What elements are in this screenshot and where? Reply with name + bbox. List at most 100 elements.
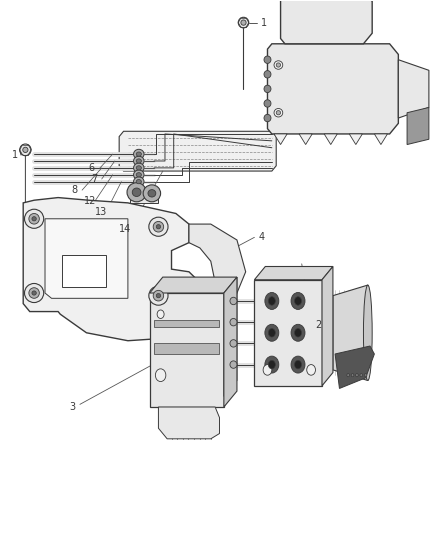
Polygon shape (374, 134, 387, 144)
Ellipse shape (29, 214, 39, 224)
Text: 2: 2 (315, 320, 321, 330)
Polygon shape (254, 266, 332, 280)
Ellipse shape (230, 361, 237, 368)
Polygon shape (273, 134, 286, 144)
Ellipse shape (153, 221, 163, 232)
Polygon shape (223, 277, 237, 397)
Text: 3: 3 (69, 402, 75, 412)
Ellipse shape (264, 293, 278, 310)
Ellipse shape (230, 318, 237, 326)
Ellipse shape (350, 374, 353, 377)
Ellipse shape (132, 188, 141, 197)
Polygon shape (130, 195, 158, 203)
Ellipse shape (306, 365, 315, 375)
Text: 4: 4 (258, 232, 264, 243)
Ellipse shape (153, 290, 163, 301)
Polygon shape (23, 198, 199, 341)
Ellipse shape (136, 152, 141, 156)
Polygon shape (267, 44, 397, 134)
Ellipse shape (143, 185, 160, 202)
Ellipse shape (133, 170, 144, 180)
Polygon shape (334, 346, 374, 389)
Ellipse shape (264, 324, 278, 341)
Ellipse shape (133, 177, 144, 187)
Ellipse shape (290, 293, 304, 310)
Polygon shape (332, 285, 367, 381)
Polygon shape (321, 266, 332, 386)
Ellipse shape (25, 209, 44, 228)
Polygon shape (254, 280, 321, 386)
Ellipse shape (136, 159, 141, 163)
Ellipse shape (294, 297, 301, 305)
Polygon shape (406, 108, 428, 144)
Polygon shape (349, 134, 361, 144)
Ellipse shape (268, 360, 275, 369)
Ellipse shape (263, 100, 270, 107)
Ellipse shape (148, 190, 155, 197)
Ellipse shape (264, 356, 278, 373)
Ellipse shape (294, 328, 301, 337)
Polygon shape (45, 219, 127, 298)
Ellipse shape (263, 56, 270, 63)
Ellipse shape (238, 17, 248, 28)
Ellipse shape (262, 365, 271, 375)
Ellipse shape (363, 285, 371, 381)
Text: 8: 8 (71, 185, 77, 195)
Polygon shape (171, 224, 245, 341)
Ellipse shape (148, 217, 168, 236)
Ellipse shape (133, 149, 144, 159)
Text: 14: 14 (119, 224, 131, 235)
Ellipse shape (23, 147, 28, 152)
Polygon shape (280, 0, 371, 44)
Ellipse shape (133, 163, 144, 173)
Ellipse shape (364, 374, 366, 377)
Ellipse shape (133, 156, 144, 166)
Ellipse shape (230, 340, 237, 347)
Ellipse shape (156, 294, 160, 298)
Ellipse shape (230, 297, 237, 305)
Ellipse shape (20, 144, 31, 156)
Polygon shape (119, 131, 276, 171)
Ellipse shape (136, 173, 141, 177)
Ellipse shape (355, 374, 357, 377)
Text: 6: 6 (88, 164, 95, 173)
Ellipse shape (276, 111, 280, 115)
Polygon shape (397, 60, 428, 118)
Ellipse shape (32, 291, 36, 295)
Ellipse shape (276, 63, 280, 67)
Ellipse shape (268, 328, 275, 337)
Ellipse shape (136, 180, 141, 184)
Ellipse shape (155, 369, 166, 382)
Text: 1: 1 (260, 18, 266, 28)
Ellipse shape (359, 374, 362, 377)
Ellipse shape (32, 216, 36, 221)
Polygon shape (298, 134, 311, 144)
Ellipse shape (157, 310, 164, 318)
Ellipse shape (29, 288, 39, 298)
Ellipse shape (290, 356, 304, 373)
Ellipse shape (156, 224, 160, 229)
Ellipse shape (346, 374, 349, 377)
Text: 1: 1 (12, 150, 18, 160)
Bar (62, 255, 106, 287)
Ellipse shape (273, 61, 282, 69)
Text: 7: 7 (91, 174, 97, 184)
Ellipse shape (263, 114, 270, 122)
Ellipse shape (240, 20, 246, 25)
Polygon shape (223, 277, 237, 407)
Ellipse shape (148, 286, 168, 305)
Bar (154, 319, 219, 327)
Ellipse shape (273, 109, 282, 117)
Ellipse shape (127, 183, 146, 202)
Text: 13: 13 (95, 207, 107, 217)
Ellipse shape (290, 324, 304, 341)
Ellipse shape (25, 284, 44, 303)
Ellipse shape (294, 360, 301, 369)
Ellipse shape (268, 297, 275, 305)
Polygon shape (158, 407, 219, 439)
Ellipse shape (136, 166, 141, 170)
Text: 12: 12 (84, 196, 96, 206)
Polygon shape (149, 293, 223, 407)
Ellipse shape (263, 70, 270, 78)
Ellipse shape (263, 85, 270, 93)
